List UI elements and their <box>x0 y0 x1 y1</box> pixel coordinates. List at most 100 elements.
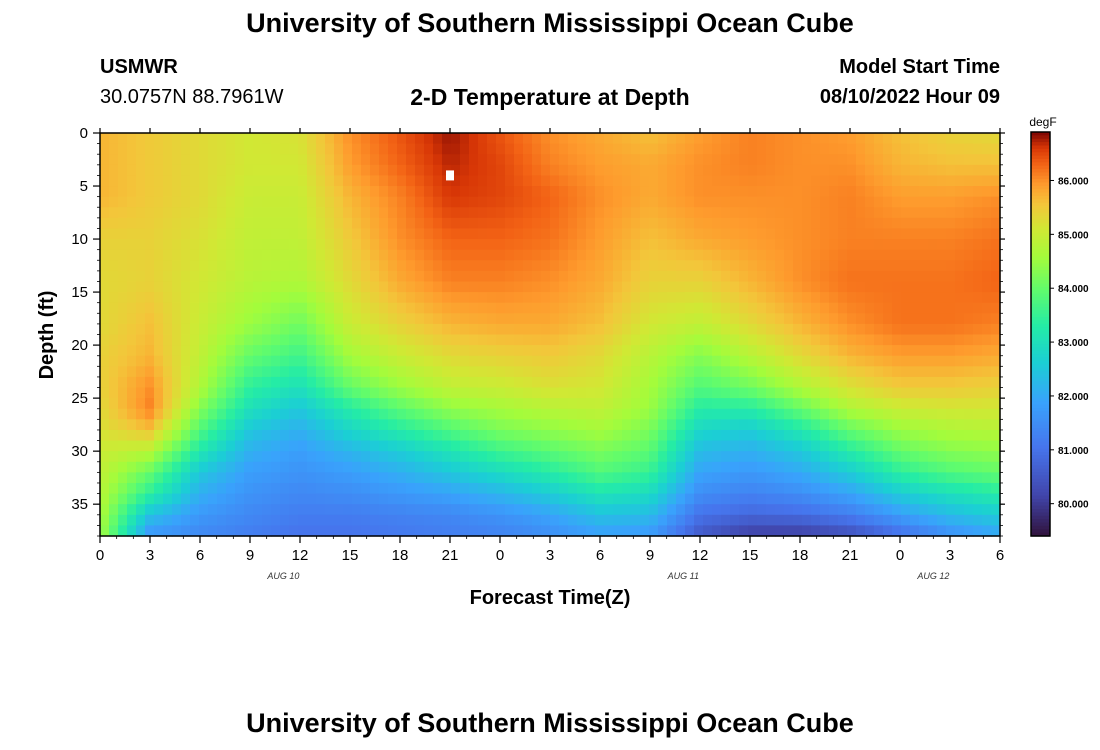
heatmap-cell <box>289 451 299 463</box>
heatmap-cell <box>748 323 758 336</box>
heatmap-cell <box>568 249 578 261</box>
heatmap-cell <box>649 514 659 526</box>
heatmap-cell <box>739 196 749 208</box>
heatmap-cell <box>253 186 263 198</box>
heatmap-cell <box>955 525 965 537</box>
heatmap-cell <box>937 313 947 325</box>
heatmap-cell <box>415 472 425 484</box>
heatmap-cell <box>910 228 920 240</box>
heatmap-cell <box>145 504 155 516</box>
heatmap-cell <box>127 270 137 283</box>
heatmap-cell <box>658 207 668 219</box>
heatmap-cell <box>829 525 839 537</box>
heatmap-cell <box>802 472 812 484</box>
heatmap-cell <box>388 154 398 166</box>
heatmap-cell <box>469 472 479 484</box>
heatmap-cell <box>334 196 344 208</box>
heatmap-cell <box>172 207 182 219</box>
heatmap-cell <box>721 451 731 463</box>
heatmap-cell <box>514 154 524 166</box>
heatmap-cell <box>694 249 704 261</box>
heatmap-cell <box>712 366 722 378</box>
heatmap-cell <box>622 186 632 198</box>
heatmap-cell <box>343 133 353 145</box>
heatmap-cell <box>343 387 353 399</box>
heatmap-cell <box>964 302 974 314</box>
heatmap-cell <box>640 366 650 378</box>
heatmap-cell <box>451 186 461 198</box>
heatmap-cell <box>658 281 668 293</box>
heatmap-cell <box>505 217 515 230</box>
heatmap-cell <box>460 302 470 314</box>
colorbar-segment <box>1031 408 1050 413</box>
heatmap-cell <box>595 366 605 378</box>
heatmap-cell <box>280 154 290 166</box>
heatmap-cell <box>766 408 776 420</box>
heatmap-cell <box>973 260 983 272</box>
heatmap-cell <box>991 440 1001 452</box>
heatmap-cell <box>172 186 182 198</box>
heatmap-cell <box>109 143 119 155</box>
heatmap-cell <box>874 334 884 346</box>
heatmap-cell <box>523 196 533 208</box>
heatmap-cell <box>811 376 821 389</box>
heatmap-cell <box>838 154 848 166</box>
heatmap-cell <box>784 207 794 219</box>
heatmap-cell <box>262 270 272 283</box>
heatmap-cell <box>676 355 686 367</box>
heatmap-cell <box>406 239 416 251</box>
colorbar-segment <box>1031 195 1050 200</box>
heatmap-cell <box>685 387 695 399</box>
heatmap-cell <box>424 398 434 410</box>
heatmap-cell <box>523 482 533 495</box>
colorbar-segment <box>1031 152 1050 157</box>
heatmap-cell <box>397 228 407 240</box>
heatmap-cell <box>640 143 650 155</box>
heatmap-cell <box>982 334 992 346</box>
heatmap-cell <box>478 408 488 420</box>
heatmap-cell <box>802 143 812 155</box>
heatmap-cell <box>613 472 623 484</box>
heatmap-cell <box>370 143 380 155</box>
heatmap-cell <box>721 186 731 198</box>
heatmap-cell <box>460 355 470 367</box>
heatmap-cell <box>928 217 938 230</box>
heatmap-cell <box>982 154 992 166</box>
heatmap-cell <box>190 196 200 208</box>
heatmap-cell <box>289 419 299 431</box>
heatmap-cell <box>289 472 299 484</box>
heatmap-cell <box>505 387 515 399</box>
heatmap-cell <box>784 387 794 399</box>
heatmap-cell <box>271 376 281 389</box>
heatmap-cell <box>721 482 731 495</box>
heatmap-cell <box>208 228 218 240</box>
heatmap-cell <box>298 175 308 187</box>
heatmap-cell <box>352 313 362 325</box>
heatmap-cell <box>829 398 839 410</box>
heatmap-cell <box>406 429 416 442</box>
heatmap-cell <box>244 345 254 357</box>
colorbar-segment <box>1031 411 1050 416</box>
heatmap-cell <box>748 504 758 516</box>
heatmap-cell <box>136 398 146 410</box>
heatmap-cell <box>433 504 443 516</box>
heatmap-cell <box>208 355 218 367</box>
heatmap-cell <box>676 239 686 251</box>
heatmap-cell <box>325 186 335 198</box>
heatmap-cell <box>352 323 362 336</box>
heatmap-cell <box>937 143 947 155</box>
heatmap-cell <box>262 239 272 251</box>
heatmap-cell <box>559 207 569 219</box>
heatmap-cell <box>163 461 173 473</box>
heatmap-cell <box>424 323 434 336</box>
colorbar-segment <box>1031 145 1050 150</box>
heatmap-cell <box>154 196 164 208</box>
heatmap-cell <box>928 366 938 378</box>
heatmap-cell <box>424 281 434 293</box>
heatmap-cell <box>577 323 587 336</box>
heatmap-cell <box>586 525 596 537</box>
heatmap-cell <box>775 387 785 399</box>
station-name: USMWR <box>100 56 178 78</box>
heatmap-cell <box>883 302 893 314</box>
heatmap-cell <box>451 207 461 219</box>
